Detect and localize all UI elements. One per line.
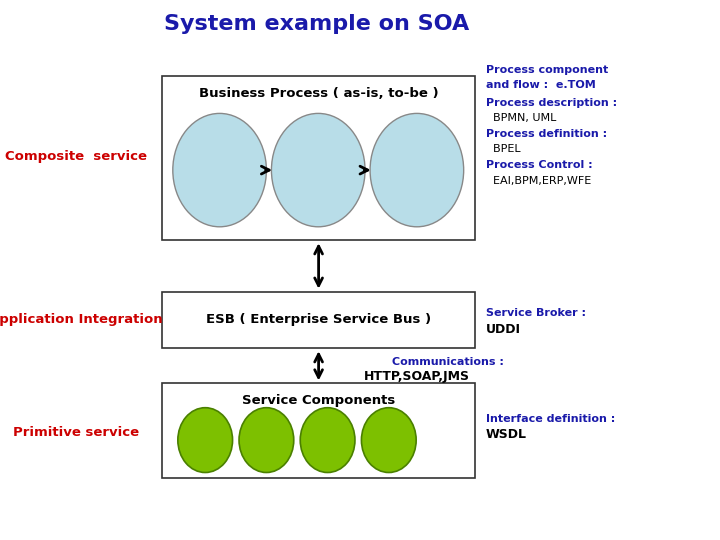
Text: Composite  service: Composite service bbox=[4, 150, 147, 163]
Text: Process Control :: Process Control : bbox=[486, 160, 593, 170]
Text: Service Components: Service Components bbox=[242, 394, 395, 407]
Text: System example on SOA: System example on SOA bbox=[164, 14, 469, 35]
Bar bbox=[162, 76, 475, 240]
Text: Service Broker :: Service Broker : bbox=[486, 308, 586, 318]
Text: Communications :: Communications : bbox=[392, 357, 504, 367]
Ellipse shape bbox=[271, 113, 365, 227]
Bar bbox=[162, 383, 475, 478]
Text: UDDI: UDDI bbox=[486, 323, 521, 336]
Ellipse shape bbox=[361, 408, 416, 472]
Text: BPMN, UML: BPMN, UML bbox=[486, 113, 557, 123]
Text: EAI,BPM,ERP,WFE: EAI,BPM,ERP,WFE bbox=[486, 177, 591, 186]
Ellipse shape bbox=[370, 113, 464, 227]
Text: Primitive service: Primitive service bbox=[12, 426, 139, 438]
Text: HTTP,SOAP,JMS: HTTP,SOAP,JMS bbox=[364, 370, 469, 383]
Text: Process definition :: Process definition : bbox=[486, 129, 607, 139]
Text: BPEL: BPEL bbox=[486, 144, 521, 154]
Text: Application Integration: Application Integration bbox=[0, 313, 163, 326]
Ellipse shape bbox=[239, 408, 294, 472]
Ellipse shape bbox=[178, 408, 233, 472]
Text: Business Process ( as-is, to-be ): Business Process ( as-is, to-be ) bbox=[199, 87, 438, 100]
Text: and flow :  e.TOM: and flow : e.TOM bbox=[486, 80, 595, 90]
Bar bbox=[162, 292, 475, 348]
Text: Process description :: Process description : bbox=[486, 98, 617, 107]
Ellipse shape bbox=[300, 408, 355, 472]
Text: Interface definition :: Interface definition : bbox=[486, 414, 616, 423]
Text: WSDL: WSDL bbox=[486, 428, 527, 441]
Text: Process component: Process component bbox=[486, 65, 608, 75]
Text: ESB ( Enterprise Service Bus ): ESB ( Enterprise Service Bus ) bbox=[206, 313, 431, 327]
Ellipse shape bbox=[173, 113, 266, 227]
